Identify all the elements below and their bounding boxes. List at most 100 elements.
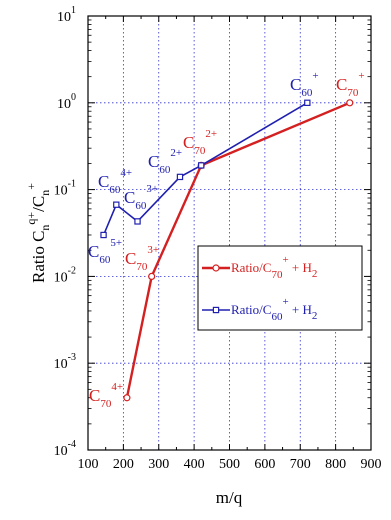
legend-superscript: + [282,254,288,266]
annotation-symbol: C [124,188,135,207]
x-tick-label: 700 [290,457,311,472]
annotation-superscript: 5+ [110,237,122,249]
legend-label-c70: Ratio/C70 + + H2 [231,254,317,281]
point-c60 [176,173,184,181]
annotation-superscript: 2+ [205,128,217,140]
legend-superscript: + [282,296,288,308]
y-tick-exponent: -2 [68,265,76,276]
y-tick-base: 10 [57,10,71,25]
x-tick-label: 300 [148,457,169,472]
annotation-c60-1: C60 + [290,70,319,99]
annotation-symbol: C [290,75,301,94]
y-tick-exponent: 0 [71,92,76,103]
legend-subscript: 70 [271,269,283,281]
legend-marker-c70 [212,264,220,272]
annotation-subscript: 60 [159,164,171,176]
y-axis-title: Ratio Cnq+/Cn+ [24,183,52,283]
annotation-c60-3: C60 3+ [124,183,158,212]
y-axis-title-part: /C [29,196,48,212]
annotation-subscript: 60 [109,184,121,196]
annotation-c60-2: C60 2+ [148,147,182,176]
annotation-symbol: C [89,386,100,405]
y-tick-exponent: -1 [68,179,76,190]
annotation-symbol: C [88,242,99,261]
annotation-subscript: 60 [135,200,147,212]
y-tick-base: 10 [54,270,68,285]
annotation-symbol: C [183,133,194,152]
annotation-subscript: 70 [100,398,112,410]
annotation-c70-3: C70 3+ [125,244,159,273]
y-tick-exponent: -3 [68,352,76,363]
y-axis-title-part: Ratio C [29,231,48,283]
point-c60 [304,99,311,106]
annotation-superscript: 3+ [147,244,159,256]
annotation-subscript: 70 [136,261,148,273]
annotation-symbol: C [148,152,159,171]
legend-subscript-2: 2 [312,268,318,280]
x-axis-title: m/q [216,488,243,507]
y-tick-base: 10 [54,357,68,372]
legend-rest-text: + H [289,302,312,317]
axis-ticks: 100 200 300 400 500 600 700 800 90010-410-310-21… [54,5,382,472]
legend-box [197,245,363,331]
annotation-c60-4: C60 4+ [98,167,132,196]
annotation-subscript: 70 [194,145,206,157]
annotation-superscript: 3+ [146,183,158,195]
annotations: C704+C703+C702+C70+C605+C604+C603+C602+C… [88,70,365,410]
x-tick-label: 200 [113,457,134,472]
annotation-symbol: C [98,172,109,191]
series [100,99,354,402]
legend-rest-text: + H [289,260,312,275]
x-tick-label: 100 [78,457,99,472]
point-c60 [134,218,141,225]
legend-label-c60: Ratio/C60 + + H2 [231,296,317,323]
x-tick-label: 800 [325,457,346,472]
y-tick-label: 10-2 [54,265,76,285]
legend-label-text: Ratio/C [231,260,271,275]
annotation-c70-2: C70 2+ [183,128,217,157]
y-axis-title-part: n [38,225,52,231]
annotation-symbol: C [336,75,347,94]
x-tick-label: 900 [361,457,382,472]
legend-subscript-2: 2 [312,310,318,322]
annotation-c60-5: C60 5+ [88,237,122,266]
annotation-superscript: 2+ [170,147,182,159]
y-axis-title-part: q+ [24,212,38,225]
point-c70 [346,99,354,107]
annotation-superscript: + [312,70,318,82]
annotation-c70-1: C70 + [336,70,365,99]
y-tick-label: 100 [57,92,76,112]
point-c60 [100,231,107,239]
point-c70 [123,394,131,402]
x-tick-label: 400 [184,457,205,472]
y-axis-title-part: n [38,190,52,196]
legend-subscript: 60 [271,311,283,323]
annotation-superscript: 4+ [111,381,123,393]
y-tick-label: 10-4 [54,439,76,459]
x-tick-label: 600 [254,457,275,472]
y-tick-base: 10 [57,97,71,112]
annotation-superscript: + [358,70,364,82]
legend-marker-c60 [212,306,220,314]
y-axis-title-part: + [24,183,38,190]
point-c60 [198,162,205,169]
legend-label-text: Ratio/C [231,302,271,317]
annotation-symbol: C [125,249,136,268]
series-line-c70 [125,101,351,398]
y-tick-base: 10 [54,184,68,199]
y-tick-exponent: 1 [71,5,76,16]
point-c60 [113,201,120,208]
annotation-c70-4: C70 4+ [89,381,123,410]
annotation-subscript: 60 [99,254,111,266]
y-tick-exponent: -4 [68,439,76,450]
x-tick-label: 500 [219,457,240,472]
point-c70 [148,272,156,280]
y-tick-label: 10-3 [54,352,76,372]
annotation-subscript: 60 [301,87,313,99]
y-tick-label: 101 [57,5,76,25]
y-tick-label: 10-1 [54,179,76,199]
y-tick-base: 10 [54,444,68,459]
